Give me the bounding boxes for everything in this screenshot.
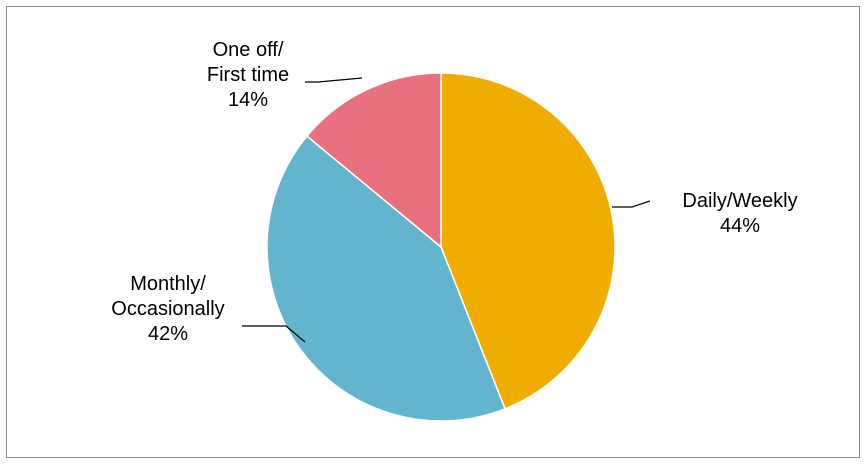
data-label-daily-weekly: Daily/Weekly 44% bbox=[682, 190, 797, 237]
data-label-name: Daily/Weekly bbox=[682, 190, 797, 212]
data-label-value: 44% bbox=[720, 215, 760, 237]
pie-slice-daily-weekly bbox=[440, 72, 616, 410]
data-label-value: 14% bbox=[228, 89, 268, 111]
data-label-name: Monthly/ bbox=[130, 273, 206, 295]
data-label-value: 42% bbox=[148, 323, 188, 345]
pie-slice-monthly-occasionally bbox=[266, 135, 507, 422]
leader-line-monthly-occasionally bbox=[242, 325, 306, 343]
data-label-name: One off/ bbox=[213, 39, 284, 61]
data-label-name: Occasionally bbox=[111, 298, 224, 320]
leader-line-one-off-first-time bbox=[305, 77, 363, 83]
data-label-one-off-first-time: One off/First time 14% bbox=[207, 39, 289, 111]
pie-slice-one-off-first-time bbox=[305, 72, 442, 249]
data-label-name: First time bbox=[207, 64, 289, 86]
data-label-monthly-occasionally: Monthly/Occasionally 42% bbox=[111, 273, 224, 345]
leader-line-daily-weekly bbox=[612, 200, 651, 208]
